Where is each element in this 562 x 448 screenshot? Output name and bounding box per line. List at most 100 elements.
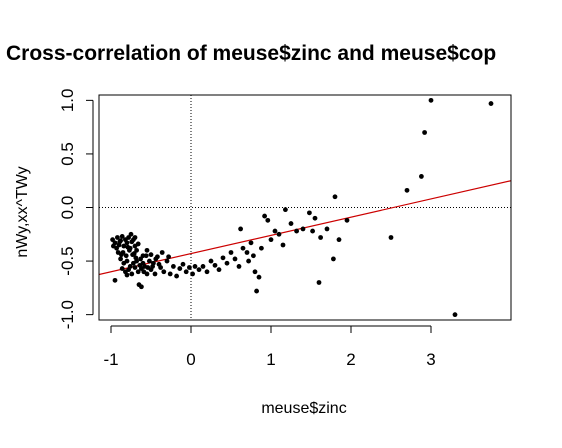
data-point	[158, 265, 164, 270]
data-point	[220, 255, 226, 261]
data-point	[272, 228, 278, 234]
data-point	[139, 284, 144, 290]
data-point	[256, 274, 262, 280]
data-point	[224, 260, 230, 266]
data-point	[240, 245, 246, 251]
data-point	[238, 226, 244, 232]
data-point	[115, 235, 120, 240]
data-point	[128, 231, 134, 237]
data-point	[254, 288, 259, 294]
x-tick-label: -1	[103, 350, 118, 369]
data-point	[135, 269, 141, 275]
data-point	[135, 241, 141, 247]
data-point	[324, 226, 330, 232]
data-point	[259, 245, 264, 251]
y-tick-label: 0.0	[58, 196, 77, 220]
chart-title: Cross-correlation of meuse$zinc and meus…	[6, 42, 496, 65]
data-point	[488, 101, 494, 106]
data-point	[155, 254, 160, 260]
data-point	[161, 269, 167, 275]
data-point	[125, 244, 131, 250]
data-point	[112, 277, 118, 283]
data-point	[123, 253, 129, 259]
data-point	[283, 207, 288, 213]
data-point	[336, 237, 342, 243]
data-point	[129, 271, 135, 277]
data-point	[132, 265, 138, 270]
data-point	[280, 242, 286, 248]
data-point	[246, 258, 252, 264]
data-point	[268, 237, 274, 243]
data-point	[124, 258, 130, 264]
data-point	[119, 266, 125, 271]
axes: -1 0 1 2 3 -1.0 -0.5 0.0 0.5 1.0	[58, 89, 512, 369]
data-point	[252, 269, 258, 275]
data-point	[404, 187, 410, 193]
data-point	[276, 231, 282, 237]
data-point	[126, 267, 131, 273]
data-point	[318, 235, 323, 240]
data-point	[190, 271, 196, 277]
data-point	[148, 252, 154, 258]
data-point	[208, 258, 214, 264]
data-point	[118, 256, 123, 262]
x-axis-label: meuse$zinc	[261, 400, 346, 417]
data-point	[388, 235, 394, 240]
data-point	[132, 235, 138, 240]
data-point	[171, 264, 176, 269]
data-point	[228, 250, 234, 255]
data-point	[124, 272, 130, 278]
y-tick-label: -1.0	[58, 300, 77, 329]
x-tick-label: 3	[426, 350, 435, 369]
data-point	[183, 269, 189, 275]
data-point	[232, 256, 238, 262]
data-point	[159, 250, 165, 255]
plot-area	[99, 95, 511, 320]
data-point	[332, 194, 338, 200]
data-point	[196, 267, 202, 273]
data-point	[422, 130, 427, 135]
data-point	[174, 273, 180, 279]
data-point	[452, 312, 458, 318]
data-point	[316, 280, 322, 285]
data-point	[177, 266, 183, 271]
data-point	[117, 239, 123, 245]
data-point	[166, 254, 172, 260]
data-point	[204, 269, 210, 275]
data-point	[180, 261, 186, 267]
data-point	[265, 217, 271, 223]
data-point	[145, 265, 151, 270]
data-point	[119, 252, 124, 258]
data-point	[419, 174, 424, 179]
data-point	[152, 271, 158, 277]
data-point	[212, 262, 218, 268]
data-point	[216, 267, 222, 273]
data-point	[307, 210, 312, 216]
data-point	[312, 215, 318, 221]
data-point	[236, 264, 242, 269]
data-point	[244, 250, 250, 255]
data-point	[192, 264, 198, 269]
data-point	[187, 265, 192, 270]
data-point	[294, 228, 299, 234]
x-tick-label: 2	[346, 350, 355, 369]
y-tick-label: -0.5	[58, 246, 77, 275]
data-point	[147, 258, 152, 264]
data-point	[124, 240, 130, 246]
plot-frame	[98, 94, 512, 321]
data-point	[151, 260, 156, 266]
data-point	[428, 97, 434, 103]
data-point	[167, 271, 173, 277]
y-tick-label: 1.0	[58, 89, 77, 113]
data-point	[300, 226, 306, 232]
x-tick-label: 0	[186, 350, 195, 369]
data-point	[141, 269, 147, 275]
x-tick-label: 1	[266, 350, 275, 369]
data-point	[262, 213, 267, 219]
y-tick-label: 0.5	[58, 142, 77, 166]
data-point	[134, 258, 140, 264]
y-axis-label: nWy,xx^TWy	[14, 166, 31, 257]
data-point	[331, 256, 336, 262]
